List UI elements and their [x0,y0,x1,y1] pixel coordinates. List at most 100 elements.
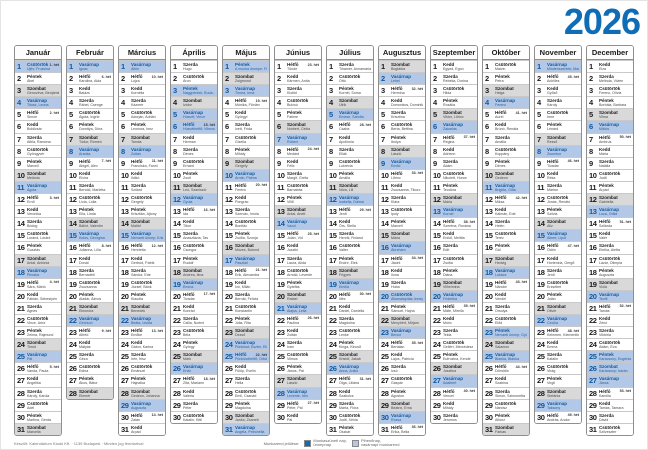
day-name: Hétfő [131,328,143,334]
name-days: Aurél [495,115,504,120]
day-cell: 26 Kedd Fülöp, Evelin [223,362,269,375]
month-column-6: Június 1 Hétfő Tünde 23. hét 2 Kedd Kármen, Ani… [274,45,322,424]
day-name: Szombat [391,315,410,321]
day-name: Vasárnap [495,98,516,104]
day-name: Péntek [495,328,510,334]
name-days: Henrik, Roland [339,236,363,241]
name-days: Bulcsú [287,103,298,108]
day-number: 12 [69,195,77,205]
day-name: Csütörtök [547,364,569,370]
day-number: 4 [329,98,333,108]
day-number: 5 [225,110,229,120]
day-name: Szerda [27,303,42,309]
name-days: Kornél [443,212,454,217]
day-cell: 6 Vasárnap Miklós [587,120,633,133]
day-cell: 18 Vasárnap Lukács [483,265,529,278]
name-days: Károly, Karola [27,393,50,398]
name-days: Zakariás [443,127,457,132]
day-name: Hétfő [495,279,507,285]
name-days: Csongor [183,248,197,253]
day-cell: 18 Szombat Frigyes [327,265,373,278]
day-number: 12 [589,195,597,205]
day-cell: 8 Vasárnap Zsombor [535,144,581,157]
week-number: 15. hét [203,122,215,127]
day-name: Hétfő [79,243,91,249]
day-number: 22 [381,315,389,325]
day-number: 19 [69,279,77,289]
name-days: László [391,151,402,156]
day-cell: 29 Kedd Mihály [431,398,477,411]
day-number: 18 [121,267,129,277]
day-number: 21 [329,303,337,313]
day-cell: 19 Csütörtök Zsuzsanna [67,277,113,290]
week-number: 40. hét [463,389,475,394]
day-cell: 17 Csütörtök Zsófia [431,253,477,266]
name-days: Adrienn [443,151,456,156]
day-name: Hétfő [547,74,559,80]
day-name: Szerda [547,182,562,188]
name-days: Enikő, Melitta [443,236,465,241]
day-name: Csütörtök [339,158,361,164]
day-name: Hétfő [27,279,39,285]
day-number: 24 [537,340,545,350]
month-column-4: Április 1 Szerda Hugó 2 Csütörtök Áron 3 Péntek N… [170,45,218,424]
day-number: 20 [381,291,389,301]
day-name: Csütörtök [495,146,517,152]
day-cell: 12 Péntek Villő [275,193,321,206]
name-days: Jónás, Renátó [547,200,571,205]
day-cell: 10 Péntek Amália [327,168,373,181]
day-number: 2 [485,74,489,84]
name-days: Dániel, Daniella [339,308,365,313]
day-name: Csütörtök [27,231,49,237]
day-name: Vasárnap [599,122,620,128]
day-number: 1 [329,62,333,71]
day-name: Szerda [495,219,510,225]
month-header: Augusztus [379,46,425,60]
day-number: 13 [381,207,389,217]
name-days: Eleonóra [79,308,94,313]
day-number: 28 [69,388,77,398]
name-days: Előd [495,320,503,325]
day-cell: 13 Csütörtök Ipoly [379,205,425,218]
name-days: Amália [495,139,506,144]
month-column-7: Július 1 Szerda Tihamér, Annamária 2 Csütörtö… [326,45,374,436]
day-number: 14 [537,219,545,229]
name-days: Antal, Anett [287,212,306,217]
legend-item-restday: Pihenőnap, vasárnapi munkarend [351,439,399,447]
week-number: 46. hét [567,159,579,164]
day-name: Vasárnap [547,315,568,321]
day-name: Kedd [443,62,455,67]
day-number: 29 [173,400,181,410]
month-header: Február [67,46,113,60]
day-number: 19 [537,279,545,289]
name-days: Csilla, Noémi [183,320,205,325]
day-number: 20 [329,291,337,301]
day-number: 16 [69,243,77,253]
name-days: Petra [495,79,504,84]
day-cell: 25 Szombat Kristóf, Jakab [327,350,373,363]
name-days: Dezső [235,333,246,338]
name-days: Karácsony; István [599,369,628,374]
name-days: Luca, Otília [599,212,618,217]
name-days: Zoltán [287,333,297,338]
day-number: 16 [277,243,285,253]
day-number: 17 [589,255,597,265]
day-cell: 25 Vasárnap Pál [15,350,61,363]
day-name: Szombat [339,352,358,358]
day-cell: 28 Szombat Stefánia [535,386,581,399]
day-cell: 20 Kedd Fábián, Sebestyén [15,289,61,302]
name-days: Klotild [287,91,297,96]
name-days: Szilveszter [599,429,617,434]
day-name: Szombat [599,195,618,201]
name-days: Izidor [183,103,192,108]
day-number: 15 [225,231,233,241]
name-days: Györgyi [235,115,248,120]
day-cell: 7 Szombat Rezső [535,132,581,145]
day-number: 26 [329,364,337,374]
day-cell: 24 Csütörtök Gellért, Mercédesz [431,338,477,351]
day-number: 6 [381,122,385,132]
name-days: Barnabás [287,187,303,192]
name-days: Albin [131,67,139,71]
day-number: 30 [485,412,493,422]
day-number: 17 [225,255,233,265]
